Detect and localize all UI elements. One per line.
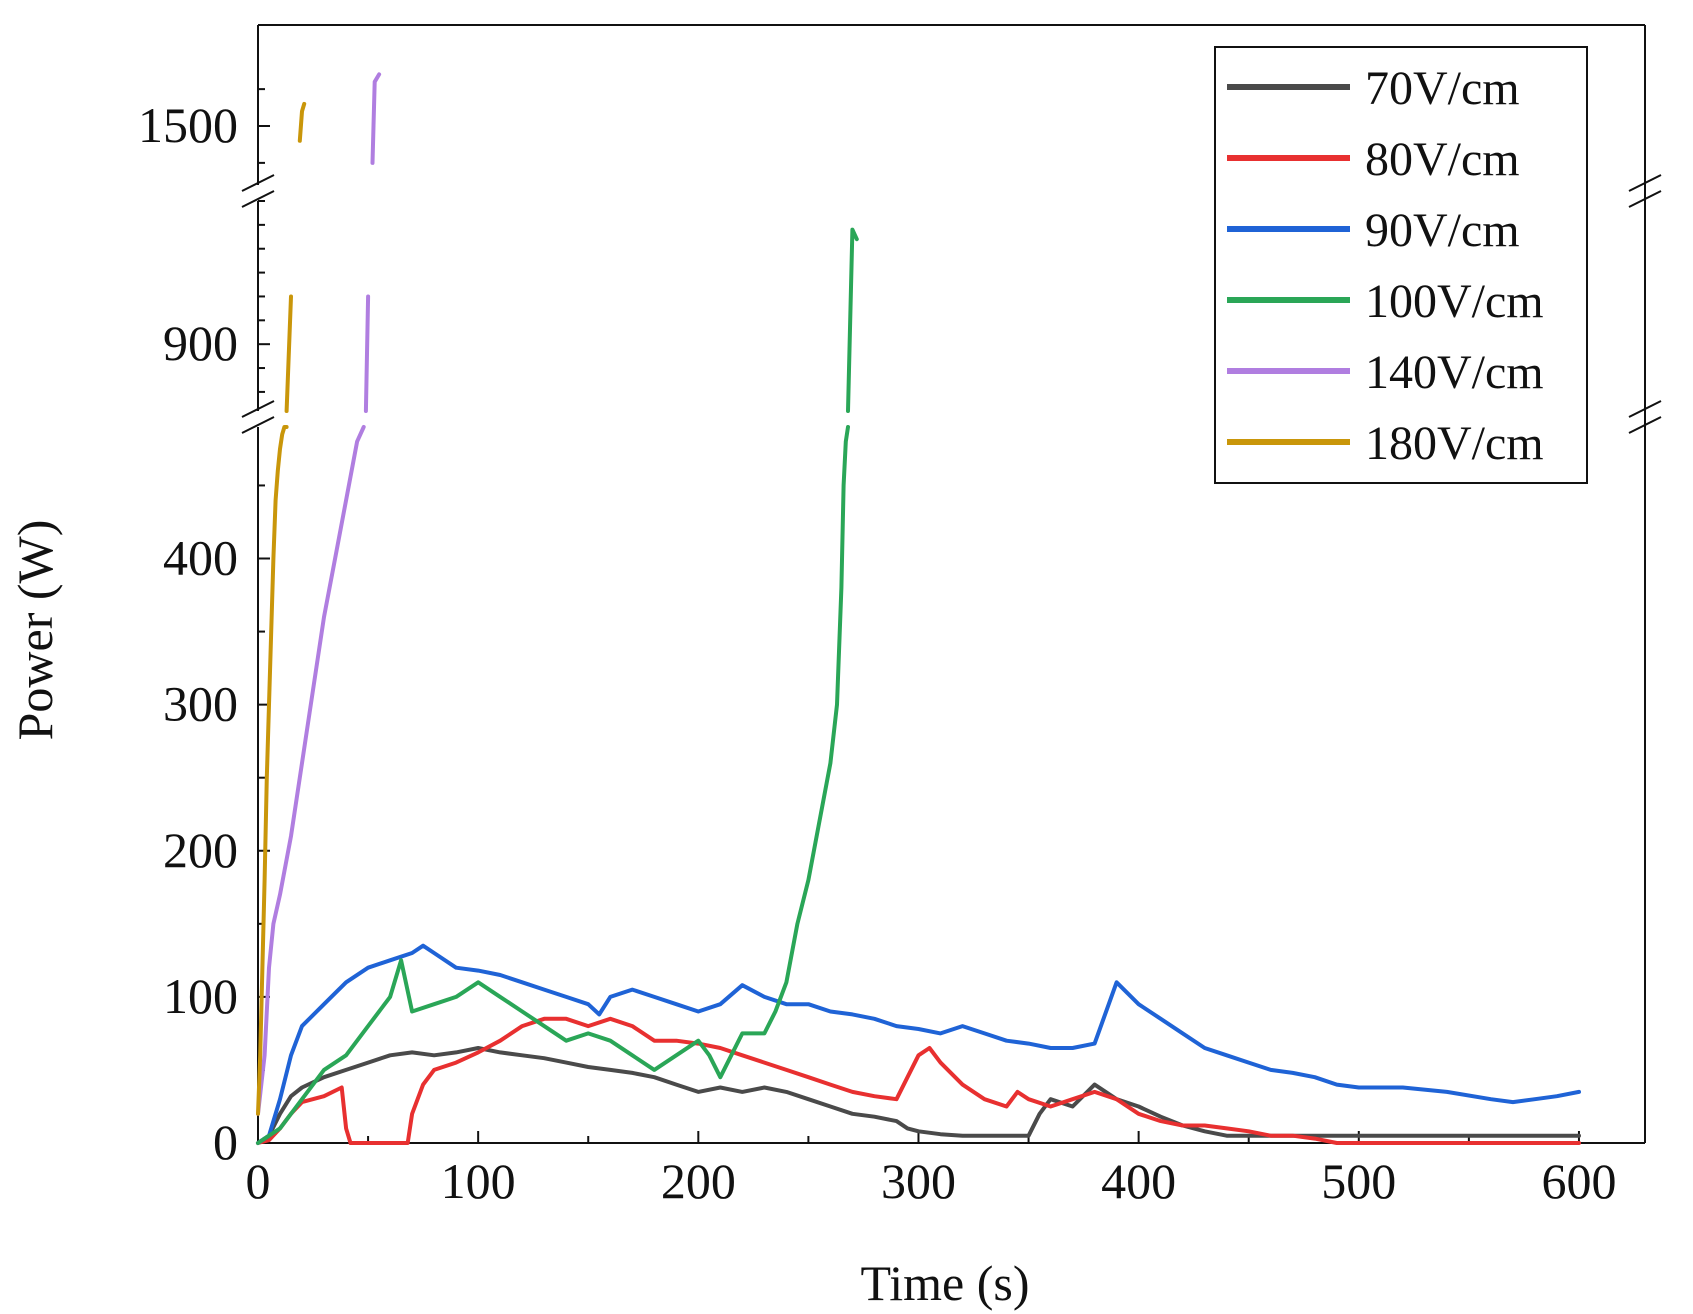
x-tick-label: 100 <box>441 1153 516 1209</box>
axis-breaks <box>241 174 1662 434</box>
series-line-90vcm <box>256 943 1581 1145</box>
axis-break-mark <box>1628 190 1662 208</box>
y-tick-label: 400 <box>163 530 238 586</box>
axis-break-mark <box>241 190 275 208</box>
legend-label: 180V/cm <box>1365 417 1544 470</box>
x-tick-label: 500 <box>1321 1153 1396 1209</box>
series-layer <box>256 72 1581 1145</box>
legend-label: 100V/cm <box>1365 275 1544 328</box>
y-tick-label: 1500 <box>138 97 238 153</box>
series-line-140vcm <box>370 72 382 165</box>
axis-ticks: 0 100 200 300 400 500 600 0 100 200 300 400 900 1500 <box>138 88 1616 1209</box>
series-line-70vcm <box>256 1046 1581 1145</box>
y-tick-label: 0 <box>213 1114 238 1170</box>
legend-label: 80V/cm <box>1365 133 1520 186</box>
y-tick-label: 200 <box>163 822 238 878</box>
series-line-140vcm <box>256 425 366 1116</box>
axis-break-mark <box>241 400 275 418</box>
y-tick-label: 100 <box>163 968 238 1024</box>
x-axis-title: Time (s) <box>860 1255 1029 1311</box>
x-tick-label: 300 <box>881 1153 956 1209</box>
legend-box <box>1214 46 1588 484</box>
series-line-80vcm <box>256 1016 1581 1145</box>
axis-break-mark <box>1628 174 1662 192</box>
axis-break-mark <box>1628 416 1662 434</box>
legend: 70V/cm 80V/cm 90V/cm 100V/cm 140V/cm 180V/cm <box>1214 46 1588 484</box>
axis-break-mark <box>241 416 275 434</box>
legend-label: 70V/cm <box>1365 62 1520 115</box>
axis-break-mark <box>1628 400 1662 418</box>
series-line-140vcm <box>363 294 371 413</box>
legend-label: 90V/cm <box>1365 204 1520 257</box>
series-line-180vcm <box>297 101 307 143</box>
plot-frame <box>257 24 1646 1144</box>
series-line-100vcm <box>846 227 859 413</box>
x-tick-label: 600 <box>1541 1153 1616 1209</box>
y-tick-label: 900 <box>163 315 238 371</box>
y-tick-label: 300 <box>163 676 238 732</box>
series-line-180vcm <box>284 294 293 413</box>
y-axis-title: Power (W) <box>7 520 63 741</box>
legend-label: 140V/cm <box>1365 346 1544 399</box>
series-line-180vcm <box>256 425 289 1116</box>
x-tick-label: 400 <box>1101 1153 1176 1209</box>
x-tick-label: 200 <box>661 1153 736 1209</box>
series-line-100vcm <box>256 425 850 1145</box>
x-tick-label: 0 <box>246 1153 271 1209</box>
axis-break-mark <box>241 174 275 192</box>
